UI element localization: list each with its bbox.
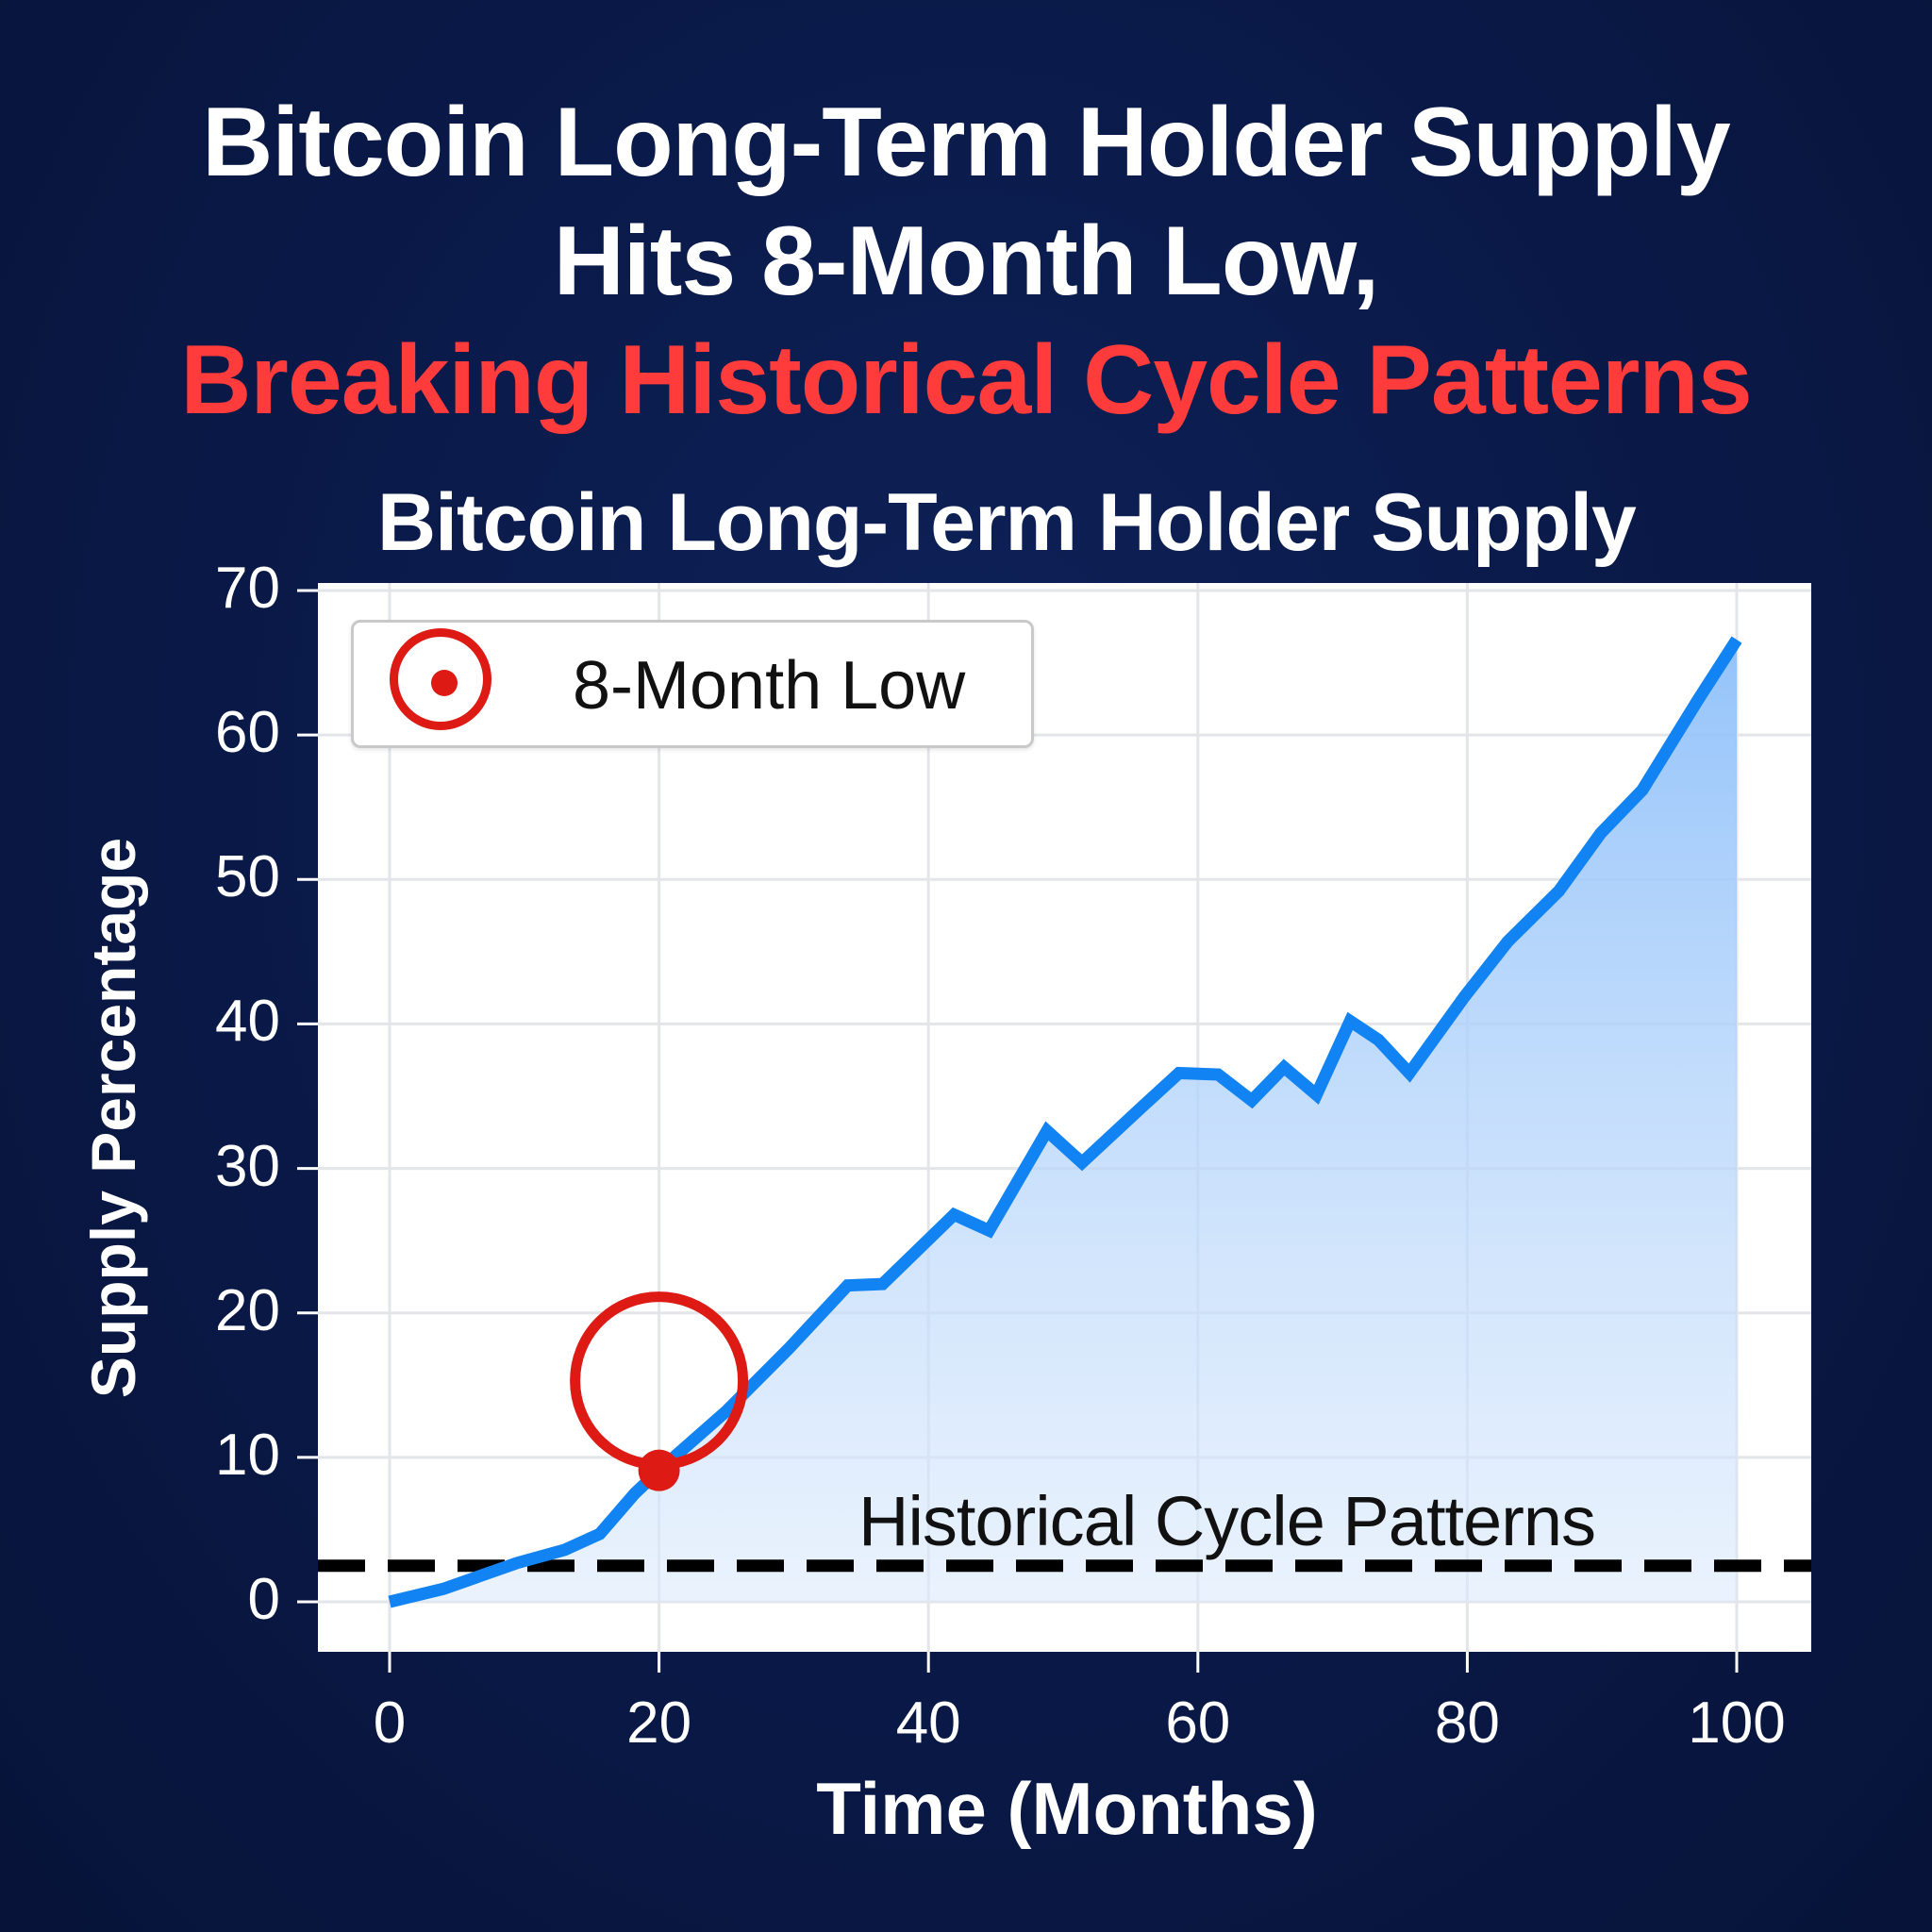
- x-axis-label: Time (Months): [816, 1767, 1318, 1850]
- x-tick-label: 20: [626, 1690, 692, 1756]
- x-tick-label: 0: [373, 1690, 407, 1756]
- eight-month-low-marker[interactable]: [638, 1449, 680, 1491]
- headline: Bitcoin Long-Term Holder Supply Hits 8-M…: [0, 83, 1932, 440]
- y-axis-label: Supply Percentage: [78, 837, 148, 1399]
- headline-line-2: Hits 8-Month Low,: [553, 207, 1380, 316]
- y-tick-label: 40: [215, 989, 280, 1055]
- x-tick-label: 100: [1688, 1690, 1786, 1756]
- y-tick-label: 30: [215, 1133, 280, 1199]
- target-dot-icon: [431, 670, 458, 696]
- x-tick-label: 80: [1434, 1690, 1500, 1756]
- legend-label: 8-Month Low: [573, 648, 966, 724]
- legend: 8-Month Low: [351, 620, 1034, 748]
- y-tick-label: 60: [215, 700, 280, 766]
- chart-title: Bitcoin Long-Term Holder Supply: [377, 477, 1637, 568]
- headline-line-3: Breaking Historical Cycle Patterns: [180, 325, 1752, 435]
- historical-cycle-annotation: Historical Cycle Patterns: [858, 1482, 1596, 1560]
- target-marker-icon: [390, 628, 491, 730]
- y-tick-label: 50: [215, 844, 280, 910]
- y-tick-label: 20: [215, 1277, 280, 1343]
- y-tick-label: 0: [247, 1567, 280, 1632]
- y-tick-label: 70: [215, 556, 280, 621]
- supply-area-fill: [390, 640, 1737, 1602]
- y-tick-label: 10: [215, 1422, 280, 1488]
- axis-ticks: [297, 589, 1739, 1673]
- supply-line: [388, 636, 1742, 1608]
- x-tick-label: 60: [1165, 1690, 1231, 1756]
- headline-line-1: Bitcoin Long-Term Holder Supply: [202, 88, 1731, 197]
- x-tick-label: 40: [895, 1690, 961, 1756]
